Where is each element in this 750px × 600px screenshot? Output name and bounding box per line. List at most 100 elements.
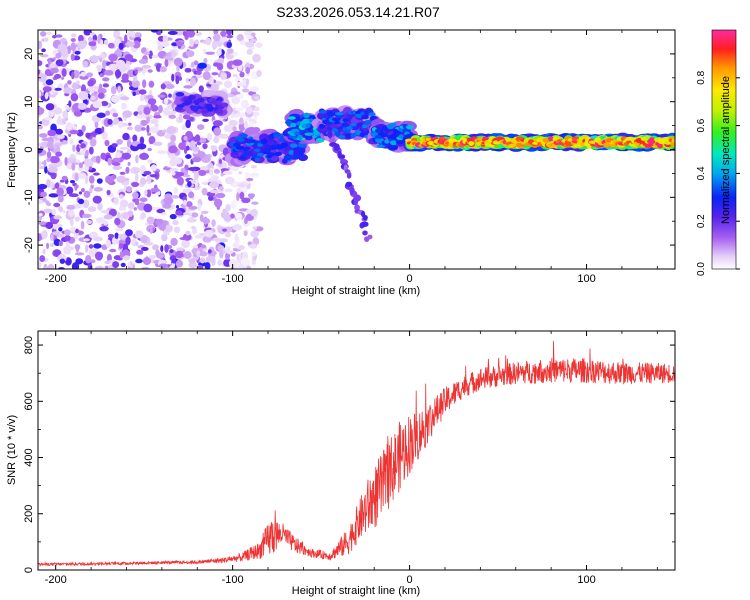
noise-blob (159, 66, 167, 73)
noise-blob (122, 211, 128, 220)
noise-blob (112, 112, 119, 118)
noise-blob (132, 191, 139, 199)
band-blob (190, 105, 200, 112)
band-blob (175, 91, 185, 97)
noise-blob (85, 149, 89, 157)
noise-blob (59, 138, 64, 142)
noise-blob (56, 134, 65, 139)
noise-blob (204, 262, 211, 269)
noise-blob (55, 151, 63, 157)
noise-blob (209, 167, 214, 176)
noise-blob (57, 195, 64, 203)
noise-blob (251, 32, 256, 37)
noise-blob (205, 51, 216, 55)
noise-blob (145, 222, 149, 226)
noise-blob (217, 259, 222, 267)
y-tick-label: 200 (23, 505, 35, 523)
band-blob (376, 144, 386, 148)
noise-blob (38, 183, 48, 190)
noise-blob (164, 244, 169, 253)
noise-blob (38, 233, 43, 242)
noise-blob (128, 122, 132, 126)
noise-blob (193, 39, 199, 45)
noise-blob (87, 86, 96, 92)
noise-blob (181, 124, 187, 131)
noise-blob (47, 263, 55, 269)
band-blob (241, 146, 251, 151)
noise-blob (250, 230, 260, 238)
band-blob (293, 154, 300, 160)
noise-blob (140, 119, 148, 126)
x-tick-label: -100 (222, 273, 244, 285)
colorbar: 0.0 0.2 0.4 0.6 0.8 Normalized spectral ampl… (696, 29, 740, 276)
noise-blob (157, 45, 163, 51)
snr-frame (37, 330, 676, 571)
noise-blob (253, 116, 258, 121)
band-blob (187, 96, 194, 101)
noise-blob (232, 242, 240, 249)
band-blob (381, 125, 388, 131)
noise-blob (72, 144, 76, 152)
noise-blob (117, 211, 121, 219)
noise-blob (250, 86, 259, 93)
noise-blob (73, 110, 83, 117)
y-tick-label: -20 (23, 237, 35, 253)
noise-blob (135, 258, 143, 264)
noise-blob (185, 154, 192, 159)
noise-blob (196, 124, 205, 130)
noise-blob (205, 37, 212, 46)
noise-blob (44, 116, 53, 121)
noise-blob (70, 217, 74, 227)
noise-blob (251, 111, 260, 117)
noise-blob (169, 158, 178, 167)
noise-blob (135, 241, 139, 246)
noise-blob (70, 33, 77, 38)
noise-blob (197, 169, 207, 177)
band-blob (346, 126, 353, 130)
noise-blob (125, 186, 133, 193)
noise-blob (162, 107, 170, 116)
noise-blob (131, 181, 140, 188)
band-blob (293, 147, 301, 152)
noise-blob (74, 252, 85, 256)
noise-blob (81, 125, 86, 133)
noise-blob (86, 72, 94, 78)
noise-blob (44, 92, 49, 100)
noise-blob (195, 151, 206, 159)
noise-blob (69, 129, 79, 135)
noise-blob (173, 57, 183, 67)
noise-blob (156, 208, 166, 214)
streak-blob (333, 143, 340, 152)
noise-blob (245, 66, 251, 74)
band-blob (350, 133, 357, 139)
noise-blob (147, 159, 153, 164)
noise-blob (56, 187, 64, 196)
noise-blob (48, 193, 59, 198)
noise-blob (99, 73, 104, 78)
noise-blob (230, 200, 237, 209)
noise-blob (213, 127, 222, 136)
noise-blob (203, 57, 208, 65)
x-tick-label: 0 (407, 574, 413, 586)
noise-blob (222, 208, 227, 214)
noise-blob (236, 192, 240, 202)
noise-blob (182, 31, 187, 37)
noise-blob (100, 209, 111, 214)
noise-blob (139, 214, 144, 220)
band-blob (297, 143, 307, 148)
noise-blob (117, 85, 122, 94)
noise-blob (232, 59, 243, 66)
noise-blob (205, 169, 211, 174)
noise-blob (119, 146, 129, 150)
noise-blob (90, 95, 96, 101)
noise-blob (235, 212, 243, 221)
noise-blob (121, 102, 127, 110)
noise-blob (232, 126, 237, 132)
x-tick-label: -200 (45, 273, 67, 285)
noise-blob (206, 132, 213, 141)
noise-blob (113, 255, 122, 261)
noise-blob (200, 251, 208, 257)
noise-blob (63, 87, 73, 94)
noise-blob (175, 210, 183, 216)
band-blob (207, 106, 215, 112)
